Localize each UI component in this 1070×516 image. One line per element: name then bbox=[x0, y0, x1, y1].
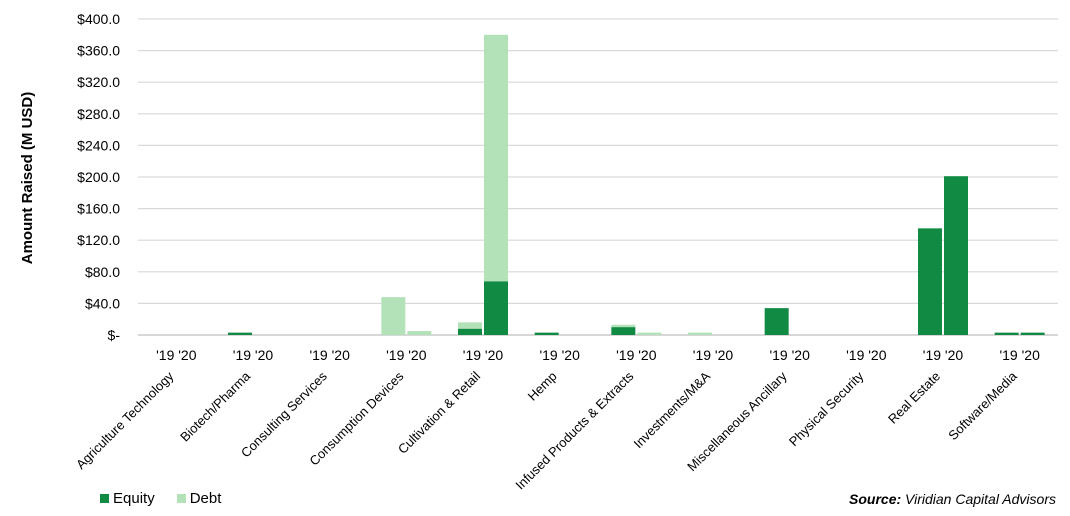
source-text: Viridian Capital Advisors bbox=[901, 491, 1056, 507]
bar-equity-2019 bbox=[228, 332, 252, 335]
y-axis-title: Amount Raised (M USD) bbox=[19, 92, 36, 265]
gridlines bbox=[138, 18, 1058, 336]
bar-debt-2019 bbox=[611, 324, 636, 328]
equity-swatch bbox=[100, 494, 109, 503]
bar-debt-2019 bbox=[381, 297, 406, 335]
y-tick-label: $320.0 bbox=[77, 74, 120, 90]
category-label: Physical Security bbox=[786, 368, 867, 449]
x-year-labels: '19 '20 '19 '20 '19 '20 '19 '20 '19 '20 '19 '… bbox=[156, 347, 1040, 363]
bar-equity-2020 bbox=[484, 281, 508, 335]
x-year-label: '19 '20 bbox=[386, 347, 427, 363]
x-year-label: '19 '20 bbox=[463, 347, 504, 363]
y-tick-label: $240.0 bbox=[77, 137, 120, 153]
legend-item-equity: Equity bbox=[100, 490, 155, 507]
legend-label-debt: Debt bbox=[189, 490, 222, 507]
x-year-label: '19 '20 bbox=[999, 347, 1040, 363]
y-tick-label: $80.0 bbox=[85, 264, 120, 280]
x-year-label: '19 '20 bbox=[846, 347, 887, 363]
bar-equity-2019 bbox=[458, 328, 482, 335]
y-tick-label: $- bbox=[108, 327, 121, 343]
x-year-label: '19 '20 bbox=[309, 347, 350, 363]
y-tick-label: $400.0 bbox=[77, 11, 120, 27]
y-tick-label: $280.0 bbox=[77, 106, 120, 122]
category-label: Real Estate bbox=[885, 369, 943, 427]
bar-debt-2020 bbox=[637, 332, 662, 335]
bar-equity-2020 bbox=[944, 176, 968, 335]
category-label: Biotech/Pharma bbox=[177, 368, 254, 445]
bar-equity-2019 bbox=[918, 228, 942, 335]
debt-swatch bbox=[176, 494, 186, 503]
x-year-label: '19 '20 bbox=[769, 347, 810, 363]
source-prefix: Source: bbox=[849, 491, 902, 507]
bar-equity-2019 bbox=[534, 332, 559, 335]
bar-equity-2019 bbox=[994, 332, 1019, 335]
legend-item-debt: Debt bbox=[176, 490, 222, 507]
bar-debt-2019 bbox=[688, 332, 712, 335]
category-label: Software/Media bbox=[945, 368, 1020, 443]
category-label: Agriculture Technology bbox=[73, 368, 177, 472]
bars bbox=[228, 34, 1045, 335]
x-year-label: '19 '20 bbox=[923, 347, 964, 363]
category-labels: Agriculture Technology Biotech/PharmaCons… bbox=[73, 368, 1020, 493]
x-year-label: '19 '20 bbox=[693, 347, 734, 363]
legend: Equity Debt bbox=[100, 490, 221, 507]
y-tick-label: $120.0 bbox=[77, 232, 120, 248]
legend-label-equity: Equity bbox=[113, 490, 155, 507]
bar-equity-2020 bbox=[1020, 332, 1045, 335]
x-year-label: '19 '20 bbox=[616, 347, 657, 363]
x-year-label: '19 '20 bbox=[539, 347, 580, 363]
bar-equity-2019 bbox=[611, 327, 636, 335]
y-tick-labels: $- $40.0 $80.0 $120.0 $160.0 $200.0 $240.0 $280… bbox=[77, 11, 120, 343]
bar-debt-2019 bbox=[458, 322, 482, 329]
y-tick-label: $200.0 bbox=[77, 169, 120, 185]
category-label: Consulting Services bbox=[238, 368, 330, 460]
bar-debt-2020 bbox=[407, 331, 432, 335]
category-label: Hemp bbox=[525, 369, 560, 404]
category-label: Cultivation & Retail bbox=[395, 368, 483, 456]
category-label: Investments/M&A bbox=[630, 368, 713, 451]
bar-equity-2019 bbox=[764, 308, 789, 335]
y-tick-label: $160.0 bbox=[77, 201, 120, 217]
y-tick-label: $40.0 bbox=[85, 295, 120, 311]
y-tick-label: $360.0 bbox=[77, 43, 120, 59]
bar-debt-2020 bbox=[484, 34, 508, 282]
x-year-label: '19 '20 bbox=[156, 347, 197, 363]
x-year-label: '19 '20 bbox=[233, 347, 274, 363]
source-note: Source: Viridian Capital Advisors bbox=[849, 491, 1056, 507]
